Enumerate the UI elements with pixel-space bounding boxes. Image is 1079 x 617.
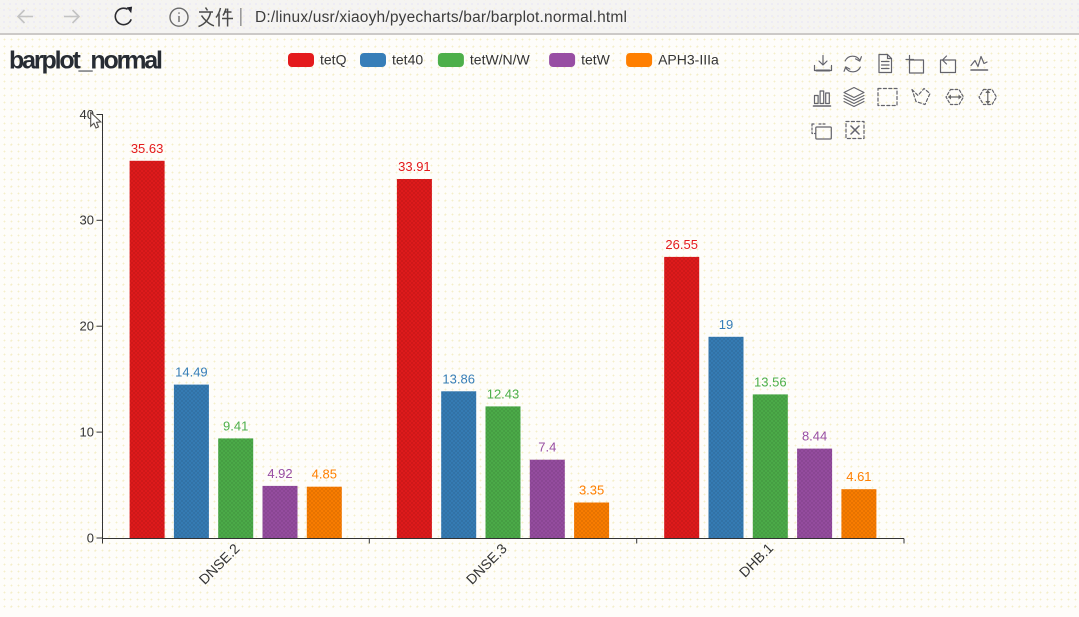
svg-text:33.91: 33.91 bbox=[398, 159, 431, 174]
svg-text:DNSE.3: DNSE.3 bbox=[463, 540, 510, 587]
svg-text:13.56: 13.56 bbox=[754, 374, 787, 389]
svg-text:APH3-IIIa: APH3-IIIa bbox=[658, 52, 719, 68]
svg-text:8.44: 8.44 bbox=[802, 429, 827, 444]
svg-text:tetW/N/W: tetW/N/W bbox=[470, 52, 531, 68]
svg-text:35.63: 35.63 bbox=[131, 141, 164, 156]
svg-text:DHB.1: DHB.1 bbox=[736, 540, 777, 581]
svg-text:D:/linux/usr/xiaoyh/pyecharts/: D:/linux/usr/xiaoyh/pyecharts/bar/barplo… bbox=[255, 9, 627, 26]
svg-text:tetQ: tetQ bbox=[320, 52, 347, 68]
svg-text:30: 30 bbox=[80, 213, 94, 228]
svg-text:20: 20 bbox=[80, 319, 94, 334]
svg-text:tetW: tetW bbox=[581, 52, 611, 68]
svg-text:DNSE.2: DNSE.2 bbox=[196, 540, 243, 587]
svg-text:0: 0 bbox=[87, 531, 94, 546]
svg-text:9.41: 9.41 bbox=[223, 418, 248, 433]
svg-text:10: 10 bbox=[80, 425, 94, 440]
svg-text:26.55: 26.55 bbox=[665, 237, 698, 252]
svg-text:barplot_normal: barplot_normal bbox=[9, 47, 163, 75]
svg-text:12.43: 12.43 bbox=[487, 386, 520, 401]
svg-text:4.92: 4.92 bbox=[267, 466, 292, 481]
svg-text:13.86: 13.86 bbox=[442, 371, 475, 386]
svg-text:4.61: 4.61 bbox=[846, 469, 871, 484]
svg-text:7.4: 7.4 bbox=[538, 440, 556, 455]
svg-text:tet40: tet40 bbox=[392, 52, 423, 68]
svg-text:14.49: 14.49 bbox=[175, 365, 208, 380]
svg-text:4.85: 4.85 bbox=[312, 467, 337, 482]
svg-text:19: 19 bbox=[719, 317, 733, 332]
svg-text:3.35: 3.35 bbox=[579, 483, 604, 498]
